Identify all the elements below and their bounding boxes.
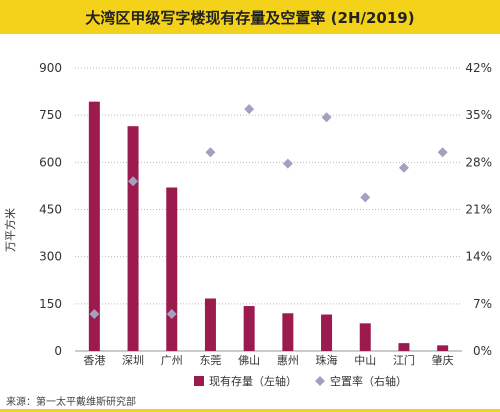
x-tick-label: 肇庆: [432, 353, 454, 367]
chart-title: 大湾区甲级写字楼现有存量及空置率 (2H/2019): [85, 8, 415, 27]
y2-tick-label: 35%: [465, 108, 492, 122]
x-tick-label: 香港: [83, 354, 105, 367]
stock-bar: [398, 343, 410, 351]
stock-bar: [204, 298, 216, 351]
x-axis-ticks: 香港 深圳 广州 东莞 佛山 惠州 珠海 中山 江门 肇庆: [83, 353, 453, 367]
x-tick-label: 惠州: [277, 353, 299, 367]
y2-tick-label: 14%: [465, 250, 492, 264]
y-tick-label: 600: [39, 155, 62, 169]
vacancy-markers: [89, 104, 448, 319]
x-tick-label: 江门: [393, 353, 415, 367]
x-tick-label: 东莞: [199, 354, 221, 367]
right-axis-ticks: 0% 7% 14% 21% 28% 35% 42%: [465, 61, 492, 358]
vacancy-diamond: [282, 158, 293, 169]
stock-bar: [437, 345, 449, 351]
y-axis-label: 万平方米: [3, 208, 17, 252]
bottom-rule: [0, 409, 500, 412]
x-tick-label: 佛山: [238, 354, 260, 367]
vacancy-diamond: [321, 112, 332, 123]
stock-bar: [127, 126, 139, 351]
y-tick-label: 450: [39, 203, 62, 217]
legend: 现有存量（左轴） 空置率（右轴）: [194, 374, 407, 388]
grid-lines: [75, 67, 462, 352]
x-tick-label: 珠海: [316, 353, 338, 367]
stock-bar: [88, 101, 100, 351]
source-note: 来源：第一太平戴维斯研究部: [6, 397, 136, 408]
stock-bar: [282, 313, 294, 351]
y-tick-label: 900: [39, 61, 62, 75]
y2-tick-label: 0%: [473, 344, 492, 358]
vacancy-diamond: [205, 147, 216, 158]
vacancy-diamond: [166, 308, 177, 319]
y2-tick-label: 42%: [465, 61, 492, 75]
vacancy-diamond: [244, 104, 255, 115]
y2-tick-label: 7%: [473, 297, 492, 311]
x-tick-label: 中山: [354, 354, 376, 367]
y-tick-label: 150: [39, 297, 62, 311]
vacancy-diamond: [360, 192, 371, 203]
y2-tick-label: 21%: [465, 203, 492, 217]
stock-bar: [243, 306, 255, 351]
vacancy-diamond: [128, 176, 139, 187]
legend-swatch-vacancy: [315, 376, 325, 386]
left-axis-ticks: 0 150 300 450 600 750 900: [39, 61, 62, 358]
y-tick-label: 0: [54, 344, 62, 358]
legend-label-vacancy: 空置率（右轴）: [330, 374, 407, 388]
title-bar: 大湾区甲级写字楼现有存量及空置率 (2H/2019): [0, 0, 500, 34]
stock-bar: [359, 323, 371, 351]
vacancy-diamond: [89, 308, 100, 319]
legend-label-stock: 现有存量（左轴）: [209, 374, 297, 388]
bars: [88, 101, 449, 351]
vacancy-diamond: [398, 162, 409, 173]
x-tick-label: 广州: [161, 354, 183, 367]
legend-swatch-stock: [194, 376, 204, 386]
stock-bar: [321, 314, 333, 351]
stock-bar: [166, 187, 178, 351]
y-tick-label: 750: [39, 108, 62, 122]
x-tick-label: 深圳: [122, 354, 144, 367]
y2-tick-label: 28%: [465, 155, 492, 169]
y-tick-label: 300: [39, 250, 62, 264]
vacancy-diamond: [437, 147, 448, 158]
